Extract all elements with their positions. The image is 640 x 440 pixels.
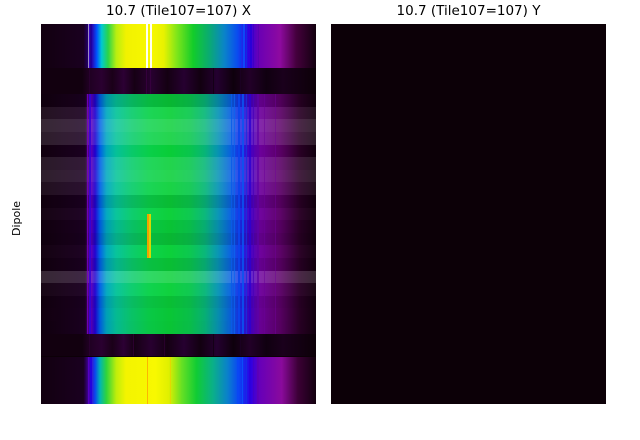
heatmap-band-lower-dark-gap: [41, 333, 316, 357]
rfi-streak: [248, 356, 251, 404]
rfi-streak: [132, 333, 134, 357]
rfi-streak: [212, 333, 214, 357]
spectrogram-panel-x[interactable]: [41, 24, 316, 404]
spectrogram-panel-y[interactable]: [331, 24, 606, 404]
dipole-marker: [149, 214, 152, 258]
rfi-streak: [237, 356, 239, 404]
rfi-streak: [89, 333, 91, 357]
rfi-streak: [245, 356, 247, 404]
panel-title-x: 10.7 (Tile107=107) X: [106, 3, 251, 19]
rfi-streak: [87, 356, 89, 404]
rfi-streak: [238, 94, 241, 334]
rfi-streak: [239, 333, 241, 357]
y-axis-label: Dipole: [10, 200, 23, 236]
rfi-streak: [170, 356, 172, 404]
dipole-marker: [147, 214, 150, 258]
rfi-streak: [90, 356, 92, 404]
rfi-streak: [149, 67, 151, 95]
rfi-streak: [257, 94, 259, 334]
rfi-streak: [234, 94, 236, 334]
rfi-streak: [149, 24, 152, 68]
rfi-streak: [248, 94, 251, 334]
rfi-streak: [90, 24, 93, 68]
rfi-streak: [257, 356, 259, 404]
rfi-streak: [212, 67, 214, 95]
rfi-streak: [89, 94, 91, 334]
rfi-streak: [239, 24, 242, 68]
rfi-streak: [249, 24, 252, 68]
rfi-streak: [145, 24, 148, 68]
rfi-streak: [263, 94, 265, 334]
rfi-streak: [243, 24, 245, 68]
heatmap-band-main-waterfall: [41, 94, 316, 334]
panel-title-y: 10.7 (Tile107=107) Y: [396, 3, 541, 19]
rfi-streak: [89, 24, 91, 68]
rfi-streak: [242, 94, 244, 334]
rfi-streak: [252, 24, 254, 68]
rfi-streak: [87, 24, 89, 68]
rfi-streak: [230, 94, 233, 334]
rfi-streak: [246, 24, 248, 68]
rfi-streak: [252, 356, 254, 404]
rfi-streak: [146, 356, 148, 404]
heatmap-band-bottom-spectrum: [41, 356, 316, 404]
rfi-streak: [245, 94, 247, 334]
rfi-streak: [257, 24, 260, 68]
rfi-streak: [145, 67, 147, 95]
rfi-streak: [86, 94, 88, 334]
heatmap-band-upper-dark-gap: [41, 67, 316, 95]
rfi-streak: [239, 67, 241, 95]
rfi-streak: [89, 67, 91, 95]
rfi-streak: [241, 356, 244, 404]
rfi-streak: [252, 94, 254, 334]
heatmap-band-top-spectrum: [41, 24, 316, 68]
rfi-streak: [163, 333, 165, 357]
rfi-streak: [275, 94, 277, 334]
